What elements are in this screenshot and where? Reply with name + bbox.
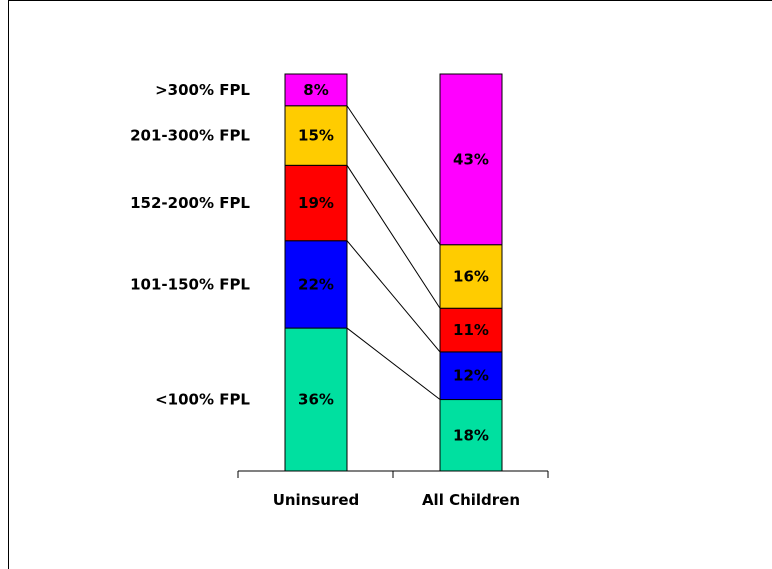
connector-line	[346, 165, 441, 309]
series-label: 101-150% FPL	[130, 275, 250, 293]
series-label: >300% FPL	[155, 81, 250, 99]
connector-line	[346, 327, 441, 400]
data-label: 12%	[453, 367, 489, 385]
connector-line	[346, 105, 441, 245]
bar-segment	[439, 73, 503, 246]
x-tick-label: All Children	[422, 491, 520, 509]
connector-line	[346, 240, 441, 353]
x-tick-label: Uninsured	[273, 491, 360, 509]
bar-segment	[439, 307, 503, 353]
chart-frame	[8, 0, 772, 569]
data-label: 11%	[453, 321, 489, 339]
data-label: 16%	[453, 267, 489, 285]
data-label: 43%	[453, 150, 489, 168]
data-label: 36%	[298, 391, 334, 409]
data-label: 8%	[303, 81, 328, 99]
bar-segment	[284, 240, 348, 329]
series-label: 152-200% FPL	[130, 194, 250, 212]
data-label: 22%	[298, 275, 334, 293]
bar-segment	[439, 244, 503, 309]
series-label: <100% FPL	[155, 391, 250, 409]
data-label: 15%	[298, 127, 334, 145]
data-label: 18%	[453, 426, 489, 444]
bar-segment	[284, 73, 348, 107]
series-label: 201-300% FPL	[130, 127, 250, 145]
bar-segment	[284, 164, 348, 242]
data-label: 19%	[298, 194, 334, 212]
